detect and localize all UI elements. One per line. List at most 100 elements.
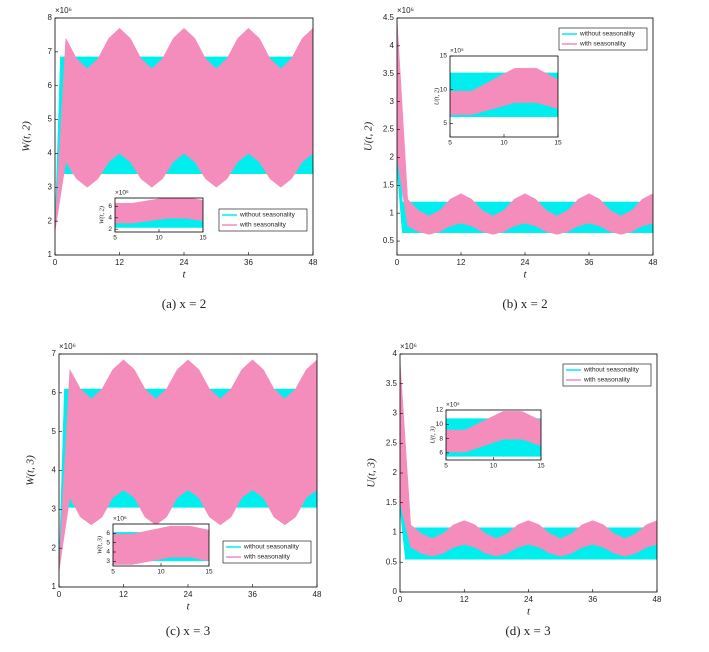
y-tick-label: 5 xyxy=(52,427,57,436)
x-tick-label: 24 xyxy=(180,258,189,267)
y-axis-label: W(t, 3) xyxy=(25,455,37,486)
y-tick-label: 8 xyxy=(48,13,53,22)
x-tick-label: 0 xyxy=(395,258,400,267)
y-tick-label: 0 xyxy=(393,587,398,596)
y-tick-label: 1 xyxy=(52,582,57,591)
y-tick-label: 6 xyxy=(106,530,110,537)
plot-area xyxy=(115,198,203,228)
y-tick-label: 5 xyxy=(48,115,53,124)
y-tick-label: 8 xyxy=(439,435,443,442)
legend-box xyxy=(558,27,648,51)
legend-label: without seasonality xyxy=(579,31,636,38)
y-tick-label: 3 xyxy=(52,504,57,513)
y-tick-label: 2 xyxy=(48,216,53,225)
legend-label: without seasonality xyxy=(583,367,640,374)
band xyxy=(55,27,313,232)
caption: (a) x = 2 xyxy=(162,296,207,311)
plot-area xyxy=(446,411,541,457)
y-axis-label: U(t, 2) xyxy=(433,88,440,105)
caption: (b) x = 2 xyxy=(502,296,547,311)
y-tick-label: 2 xyxy=(393,468,398,477)
x-tick-label: 15 xyxy=(205,569,213,576)
x-tick-label: 24 xyxy=(521,258,530,267)
x-axis-label: t xyxy=(186,601,190,613)
y-tick-label: 3.5 xyxy=(386,379,398,388)
x-tick-label: 0 xyxy=(398,595,403,604)
x-tick-label: 48 xyxy=(653,595,662,604)
x-tick-label: 0 xyxy=(53,258,58,267)
y-tick-label: 10 xyxy=(440,86,448,93)
y-tick-label: 4 xyxy=(48,149,53,158)
y-tick-label: 10 xyxy=(436,421,444,428)
x-tick-label: 15 xyxy=(537,463,545,470)
band xyxy=(400,359,657,557)
y-tick-label: 6 xyxy=(108,203,112,210)
x-tick-label: 5 xyxy=(448,140,452,147)
x-axis-label: t xyxy=(523,269,527,281)
legend-label: with seasonality xyxy=(239,222,287,229)
x-tick-label: 5 xyxy=(113,235,117,242)
legend-box xyxy=(218,208,308,232)
scale-label: ×10⁶ xyxy=(400,342,417,351)
y-tick-label: 12 xyxy=(436,407,444,414)
x-tick-label: 12 xyxy=(119,590,128,599)
y-tick-label: 7 xyxy=(52,349,57,358)
x-tick-label: 48 xyxy=(649,258,658,267)
scale-label: ×10⁶ xyxy=(397,6,414,15)
scale-label: ×10⁵ xyxy=(446,402,460,409)
x-axis-label: t xyxy=(182,269,186,281)
legend-label: without seasonality xyxy=(243,544,300,551)
y-tick-label: 2 xyxy=(108,226,112,233)
y-tick-label: 7 xyxy=(48,47,53,56)
x-tick-label: 5 xyxy=(111,569,115,576)
x-tick-label: 36 xyxy=(248,590,257,599)
y-tick-label: 4 xyxy=(390,41,395,50)
scale-label: ×10⁶ xyxy=(55,6,72,15)
y-tick-label: 3 xyxy=(390,97,395,106)
x-tick-label: 36 xyxy=(585,258,594,267)
legend-label: with seasonality xyxy=(243,554,291,561)
legend-label: with seasonality xyxy=(579,41,627,48)
band xyxy=(59,359,317,572)
x-tick-label: 0 xyxy=(57,590,62,599)
y-tick-label: 0.5 xyxy=(383,236,395,245)
plot-area xyxy=(59,359,317,572)
y-axis-label: W(t, 3) xyxy=(96,536,103,554)
x-tick-label: 48 xyxy=(313,590,322,599)
y-axis-label: W(t, 2) xyxy=(98,206,105,224)
scale-label: ×10⁶ xyxy=(113,516,127,523)
x-tick-label: 10 xyxy=(155,235,163,242)
plot-area xyxy=(450,67,558,118)
x-tick-label: 15 xyxy=(554,140,562,147)
x-tick-label: 12 xyxy=(115,258,124,267)
y-tick-label: 2 xyxy=(52,543,57,552)
x-tick-label: 36 xyxy=(588,595,597,604)
band xyxy=(450,67,558,115)
x-tick-label: 10 xyxy=(490,463,498,470)
x-tick-label: 48 xyxy=(309,258,318,267)
y-axis-label: U(t, 2) xyxy=(363,122,375,152)
y-tick-label: 3 xyxy=(48,182,53,191)
band xyxy=(397,18,653,235)
y-tick-label: 4 xyxy=(106,549,110,556)
y-axis-label: U(t, 3) xyxy=(429,426,436,443)
caption: (c) x = 3 xyxy=(166,623,211,638)
scale-label: ×10⁵ xyxy=(450,48,464,55)
x-tick-label: 12 xyxy=(460,595,469,604)
x-tick-label: 36 xyxy=(244,258,253,267)
y-tick-label: 4 xyxy=(393,349,398,358)
band xyxy=(446,411,541,453)
x-tick-label: 5 xyxy=(444,463,448,470)
y-tick-label: 4.5 xyxy=(383,13,395,22)
y-tick-label: 2.5 xyxy=(383,125,395,134)
y-axis-label: W(t, 2) xyxy=(21,121,33,152)
y-tick-label: 5 xyxy=(443,120,447,127)
plot-area xyxy=(397,18,653,235)
caption: (d) x = 3 xyxy=(505,623,550,638)
x-tick-label: 24 xyxy=(524,595,533,604)
legend-box xyxy=(562,363,652,387)
y-tick-label: 5 xyxy=(106,539,110,546)
y-tick-label: 4 xyxy=(52,466,57,475)
y-tick-label: 4 xyxy=(108,215,112,222)
